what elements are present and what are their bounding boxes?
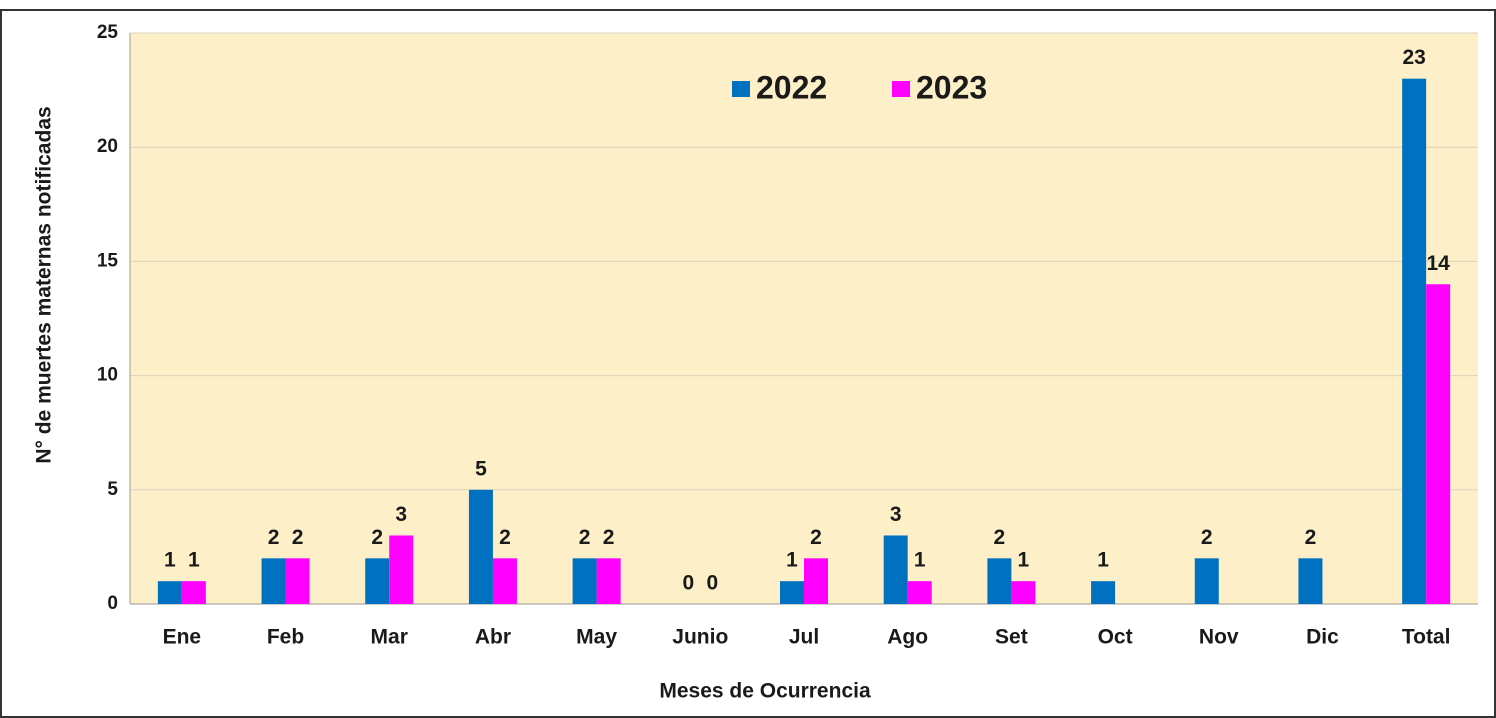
value-label: 2 <box>1201 526 1213 549</box>
bar <box>389 535 414 604</box>
value-label: 1 <box>1097 549 1109 572</box>
value-label: 23 <box>1402 46 1425 69</box>
value-label: 1 <box>1018 549 1030 572</box>
value-label: 2 <box>292 526 304 549</box>
bar <box>468 489 493 604</box>
x-axis-title: Meses de Ocurrencia <box>659 680 871 703</box>
x-tick-label: Oct <box>1098 626 1133 649</box>
y-tick-label: 20 <box>97 136 118 157</box>
legend-swatch <box>892 81 910 97</box>
x-tick-label: Ene <box>163 626 202 649</box>
value-label: 2 <box>579 526 591 549</box>
legend-label: 2022 <box>756 69 827 105</box>
legend-swatch <box>732 81 750 97</box>
bar <box>261 558 286 604</box>
value-label: 14 <box>1426 252 1450 275</box>
value-label: 2 <box>371 526 383 549</box>
bar <box>1194 558 1219 604</box>
y-tick-label: 10 <box>97 365 118 386</box>
x-tick-label: Abr <box>475 626 511 649</box>
x-tick-label: Total <box>1402 626 1451 649</box>
bar <box>1298 558 1323 604</box>
x-tick-label: Junio <box>672 626 728 649</box>
value-label: 1 <box>914 549 926 572</box>
value-label: 0 <box>682 572 694 595</box>
value-label: 5 <box>475 457 487 480</box>
x-tick-label: Feb <box>267 626 304 649</box>
bar <box>1402 78 1427 605</box>
value-label: 2 <box>499 526 511 549</box>
y-axis-title: N° de muertes maternas notificadas <box>33 106 56 463</box>
value-label: 1 <box>164 549 176 572</box>
plot-area <box>130 33 1478 604</box>
bar <box>572 558 597 604</box>
x-tick-label: May <box>576 626 617 649</box>
bar <box>907 581 932 604</box>
bar <box>1011 581 1036 604</box>
bar <box>285 558 310 604</box>
x-tick-label: Ago <box>887 626 928 649</box>
bar <box>157 581 182 604</box>
x-tick-label: Jul <box>789 626 819 649</box>
bar <box>1426 284 1451 604</box>
value-label: 3 <box>395 503 407 526</box>
bar <box>987 558 1012 604</box>
x-tick-label: Dic <box>1306 626 1339 649</box>
x-tick-label: Set <box>995 626 1028 649</box>
bar <box>804 558 828 604</box>
value-label: 2 <box>1305 526 1317 549</box>
bar <box>492 558 517 604</box>
bar <box>780 581 804 604</box>
value-label: 1 <box>786 549 798 572</box>
value-label: 2 <box>268 526 280 549</box>
y-tick-label: 25 <box>97 22 119 43</box>
value-label: 3 <box>890 503 902 526</box>
bar <box>365 558 390 604</box>
value-label: 0 <box>706 572 718 595</box>
bar <box>883 535 908 604</box>
x-tick-label: Nov <box>1199 626 1239 649</box>
value-label: 2 <box>810 526 822 549</box>
bar <box>181 581 206 604</box>
value-label: 2 <box>994 526 1006 549</box>
value-label: 2 <box>603 526 615 549</box>
bar <box>596 558 621 604</box>
x-tick-label: Mar <box>371 626 408 649</box>
y-tick-label: 5 <box>107 479 118 500</box>
y-tick-label: 0 <box>107 593 118 614</box>
y-tick-label: 15 <box>97 250 119 271</box>
legend-label: 2023 <box>916 69 987 105</box>
bar <box>1091 581 1116 604</box>
value-label: 1 <box>188 549 200 572</box>
